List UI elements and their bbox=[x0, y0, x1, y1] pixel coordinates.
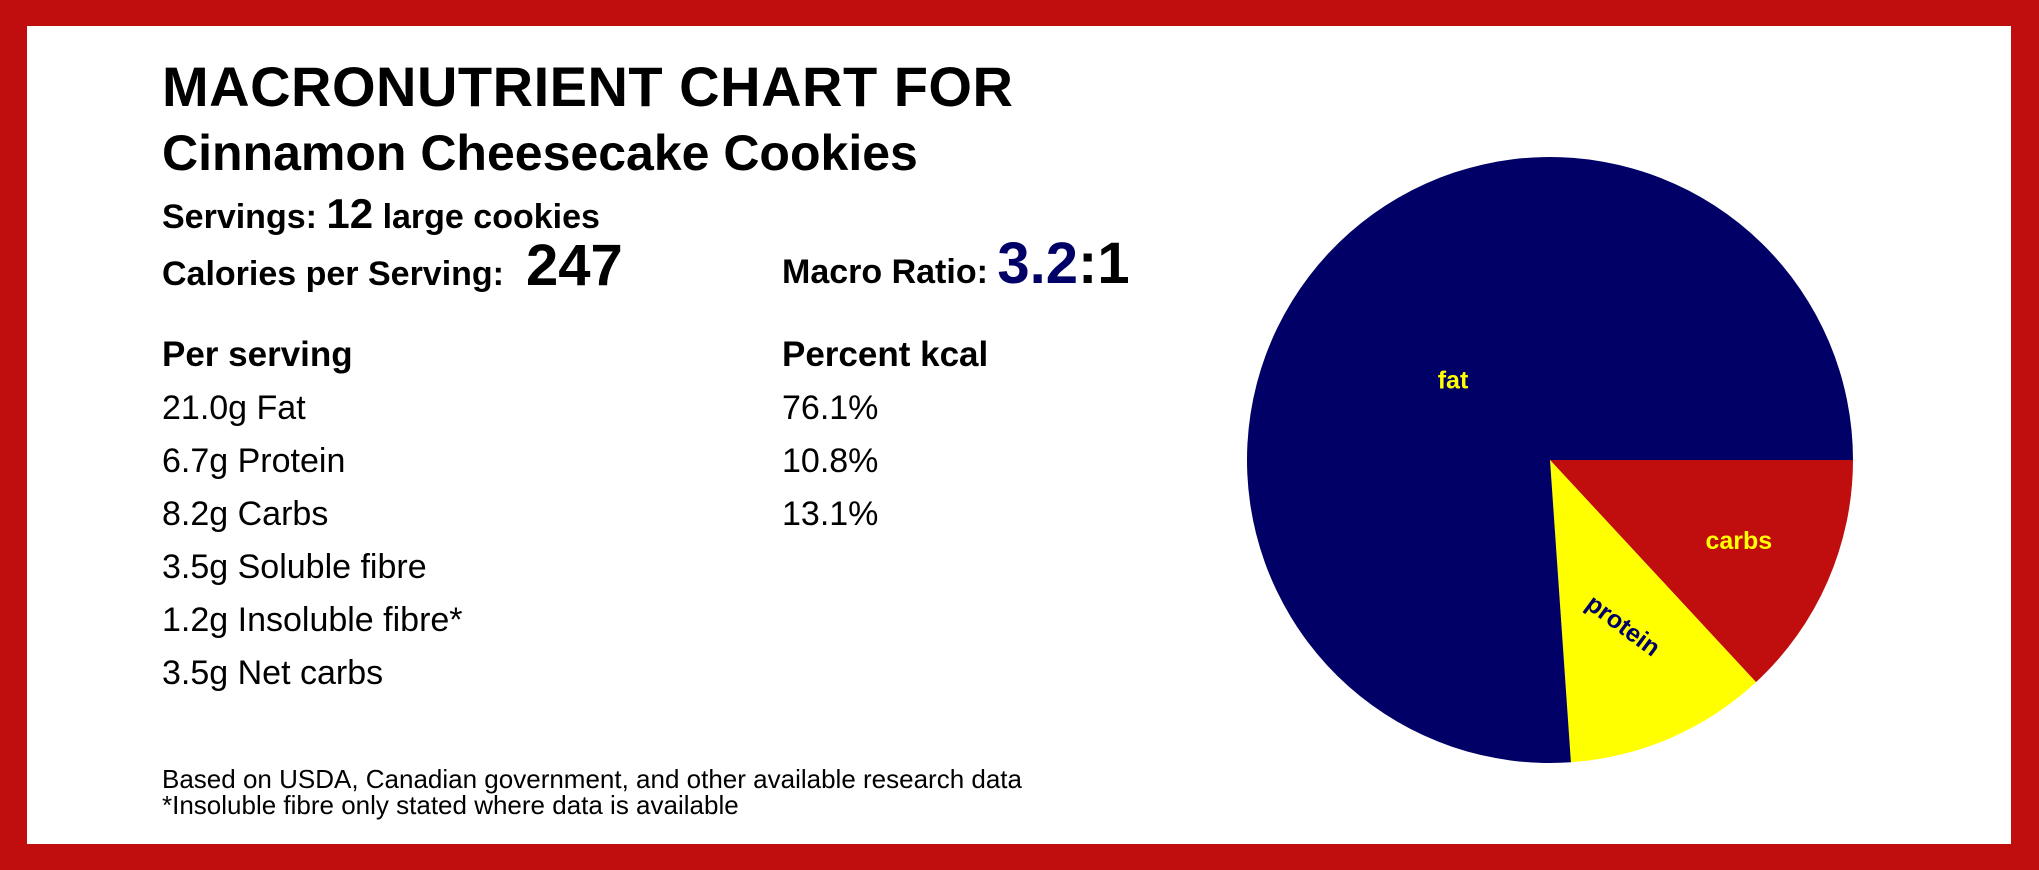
servings-line: Servings: 12 large cookies bbox=[162, 190, 600, 238]
per-serving-insoluble-fibre: 1.2g Insoluble fibre* bbox=[162, 601, 463, 639]
servings-count: 12 bbox=[326, 190, 374, 237]
macro-ratio-label: Macro Ratio: bbox=[782, 253, 988, 291]
calories-label: Calories per Serving: bbox=[162, 255, 505, 293]
percent-kcal-header: Percent kcal bbox=[782, 335, 989, 374]
pie-slice-carbs bbox=[1550, 460, 1853, 683]
per-serving-protein: 6.7g Protein bbox=[162, 442, 346, 480]
percent-kcal-list: 76.1% 10.8% 13.1% bbox=[782, 382, 878, 541]
footnote-source: Based on USDA, Canadian government, and … bbox=[162, 764, 1022, 794]
recipe-name: Cinnamon Cheesecake Cookies bbox=[162, 125, 918, 181]
calories-line: Calories per Serving: 247 bbox=[162, 232, 623, 299]
percent-kcal-fat: 76.1% bbox=[782, 389, 879, 427]
macro-ratio-numerator: 3.2 bbox=[997, 231, 1079, 296]
pie-label-carbs: carbs bbox=[1705, 527, 1772, 555]
percent-kcal-carbs: 13.1% bbox=[782, 495, 879, 533]
pie-label-fat: fat bbox=[1438, 367, 1469, 395]
percent-kcal-protein: 10.8% bbox=[782, 442, 879, 480]
macro-ratio-denominator: :1 bbox=[1078, 231, 1130, 296]
footnote-insoluble: *Insoluble fibre only stated where data … bbox=[162, 790, 739, 820]
macro-ratio: Macro Ratio: 3.2:1 bbox=[782, 230, 1130, 297]
calories-value: 247 bbox=[526, 233, 623, 298]
pie-slice-protein bbox=[1550, 460, 1757, 763]
footnotes: Based on USDA, Canadian government, and … bbox=[162, 766, 1022, 818]
per-serving-header: Per serving bbox=[162, 335, 353, 374]
servings-unit: large cookies bbox=[382, 198, 600, 236]
chart-title: MACRONUTRIENT CHART FOR bbox=[162, 55, 1014, 118]
per-serving-soluble-fibre: 3.5g Soluble fibre bbox=[162, 548, 427, 586]
pie-slice-fat bbox=[1247, 157, 1853, 763]
per-serving-carbs: 8.2g Carbs bbox=[162, 495, 329, 533]
per-serving-net-carbs: 3.5g Net carbs bbox=[162, 654, 384, 692]
servings-label: Servings: bbox=[162, 198, 317, 236]
per-serving-fat: 21.0g Fat bbox=[162, 389, 306, 427]
pie-slices bbox=[1247, 157, 1853, 763]
per-serving-list: 21.0g Fat 6.7g Protein 8.2g Carbs 3.5g S… bbox=[162, 382, 463, 700]
